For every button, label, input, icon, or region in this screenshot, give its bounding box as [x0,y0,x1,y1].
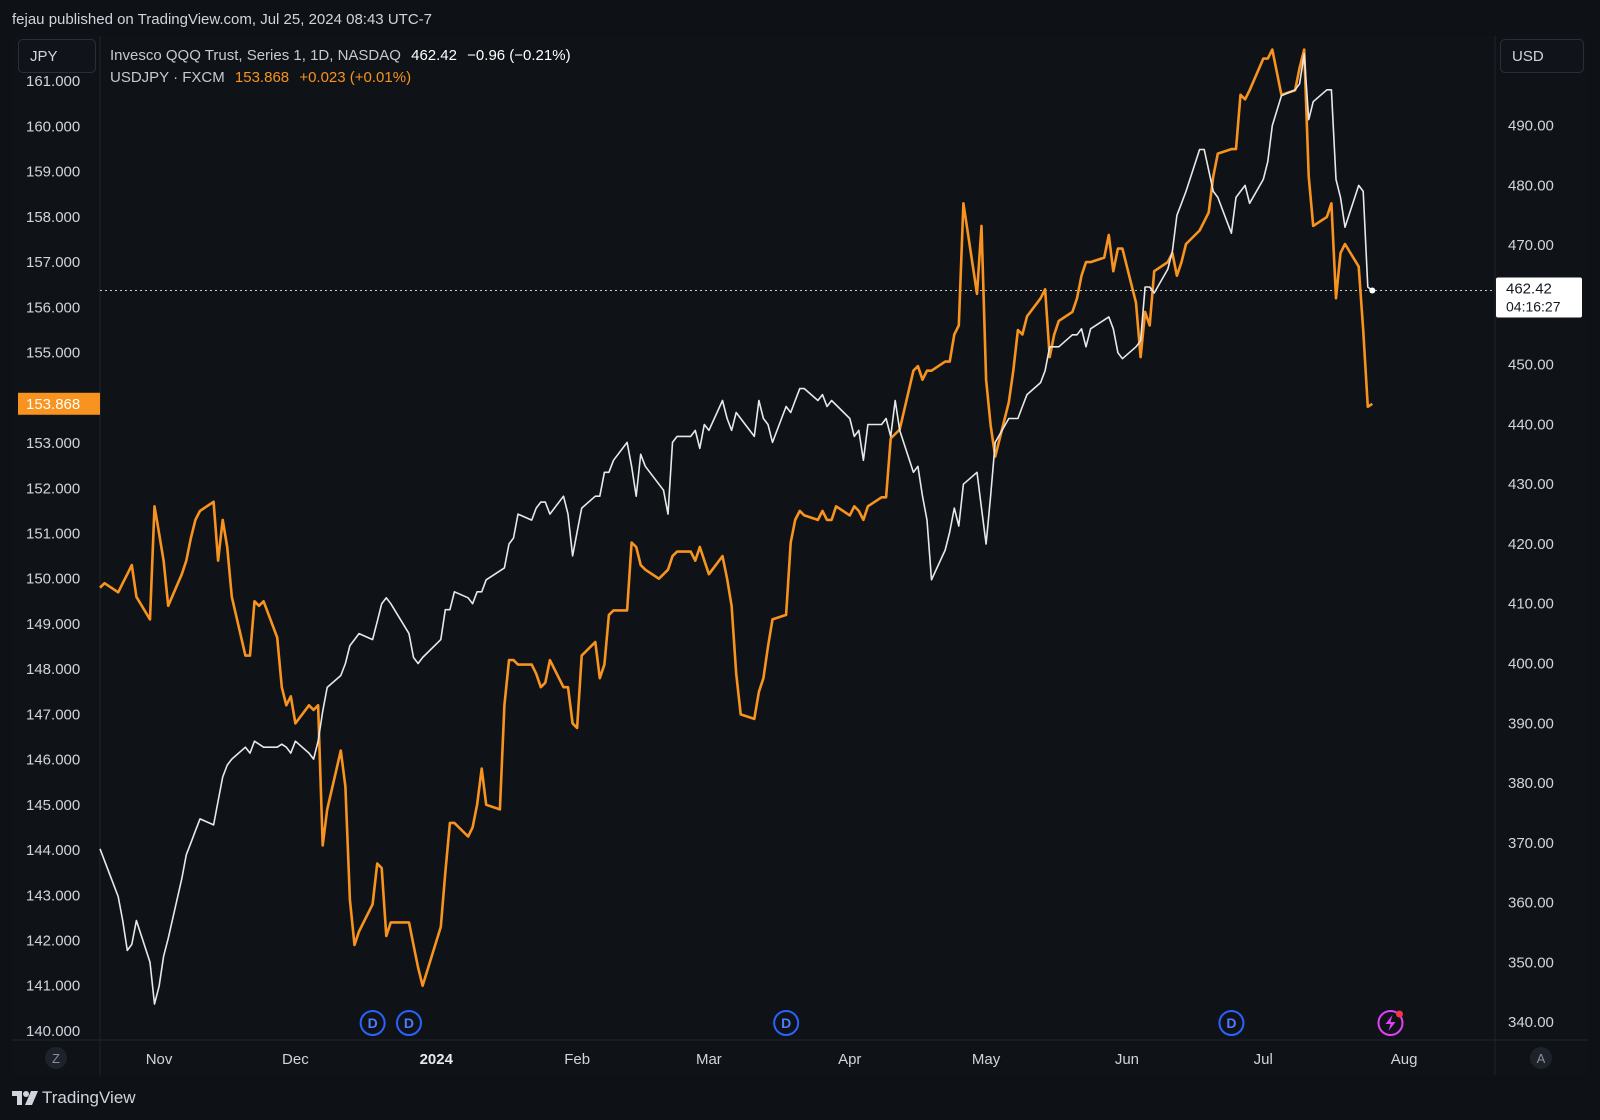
qqq-price-tag-text: 462.42 [1506,280,1552,297]
x-axis-tick-label: Apr [838,1051,861,1068]
alert-dot-icon [1395,1010,1403,1018]
auto-scale-label: A [1537,1051,1546,1066]
qqq-countdown-text: 04:16:27 [1506,298,1561,314]
left-axis-tick-label: 157.000 [26,254,80,271]
right-axis-tick-label: 470.00 [1508,237,1554,254]
dividend-marker-label: D [404,1015,414,1031]
tradingview-brand: TradingView [42,1088,136,1107]
dividend-marker-icon[interactable] [359,1010,386,1036]
top-bar: fejau published on TradingView.com, Jul … [0,0,1600,40]
dividend-marker-icon[interactable] [773,1010,800,1036]
tradingview-footer[interactable]: TradingView [12,1088,136,1108]
lightning-icon [1385,1015,1396,1031]
right-axis-tick-label: 410.00 [1508,596,1554,613]
left-axis-tick-label: 152.000 [26,480,80,497]
left-axis-tick-label: 143.000 [26,887,80,904]
x-axis-tick-label: May [972,1051,1001,1068]
x-axis-tick-label: Nov [146,1051,173,1068]
right-axis-tick-label: 420.00 [1508,536,1554,553]
x-axis-tick-label: 2024 [420,1051,454,1068]
x-axis-tick-label: Feb [564,1051,590,1068]
x-axis-tick-label: Jul [1254,1051,1273,1068]
auto-scale-button[interactable] [1530,1047,1552,1069]
qqq-last-point [1369,287,1376,294]
left-axis-tick-label: 142.000 [26,933,80,950]
left-axis-tick-label: 161.000 [26,73,80,90]
tradingview-logo-icon [12,1091,38,1105]
right-axis-tick-label: 400.00 [1508,656,1554,673]
left-axis-tick-label: 153.000 [26,435,80,452]
dividend-marker-label: D [781,1015,791,1031]
legend-qqq-name: Invesco QQQ Trust, Series 1, 1D, NASDAQ [110,47,401,64]
published-caption: fejau published on TradingView.com, Jul … [12,11,432,28]
legend-row-usdjpy[interactable]: USDJPY · FXCM 153.868 +0.023 (+0.01%) [110,67,571,89]
right-axis-tick-label: 390.00 [1508,715,1554,732]
left-axis-tick-label: 156.000 [26,299,80,316]
usdjpy-price-tag [18,392,100,415]
left-axis-tick-label: 140.000 [26,1023,80,1040]
left-axis-tick-label: 147.000 [26,706,80,723]
x-axis-tick-label: Dec [282,1051,309,1068]
left-axis-tick-label: 159.000 [26,164,80,181]
right-axis-tick-label: 440.00 [1508,416,1554,433]
usdjpy-series-line[interactable] [99,48,1374,988]
legend-usdjpy-change: +0.023 (+0.01%) [299,69,412,86]
qqq-price-tag [1496,277,1582,318]
left-axis-tick-label: 149.000 [26,616,80,633]
left-axis-tick-label: 150.000 [26,571,80,588]
dividend-marker-icon[interactable] [395,1010,422,1036]
chart-frame [12,36,1588,1076]
right-scale-label[interactable]: USD [1500,39,1584,73]
right-scale-unit: USD [1512,48,1544,65]
qqq-series-line[interactable] [99,53,1373,1005]
right-axis-tick-label: 450.00 [1508,357,1554,374]
left-axis-tick-label: 151.000 [26,525,80,542]
left-axis-tick-label: 141.000 [26,978,80,995]
x-axis-tick-label: Aug [1391,1051,1418,1068]
right-axis-tick-label: 430.00 [1508,476,1554,493]
left-scale-unit: JPY [30,48,58,65]
left-scale-label[interactable]: JPY [18,39,96,73]
right-axis-tick-label: 360.00 [1508,895,1554,912]
right-axis-tick-label: 370.00 [1508,835,1554,852]
zoom-reset-label: Z [52,1051,60,1066]
right-axis-tick-label: 490.00 [1508,118,1554,135]
dividend-marker-icon[interactable] [1218,1010,1245,1036]
legend-usdjpy-value: 153.868 [234,69,290,86]
x-axis-tick-label: Mar [696,1051,722,1068]
left-axis-tick-label: 148.000 [26,661,80,678]
left-axis-tick-label: 160.000 [26,118,80,135]
x-axis-tick-label: Jun [1115,1051,1139,1068]
usdjpy-price-tag-text: 153.868 [26,396,80,413]
right-axis-tick-label: 350.00 [1508,954,1554,971]
left-axis-tick-label: 158.000 [26,209,80,226]
left-axis-tick-label: 155.000 [26,345,80,362]
chart-legend: Invesco QQQ Trust, Series 1, 1D, NASDAQ … [110,45,571,89]
legend-row-qqq[interactable]: Invesco QQQ Trust, Series 1, 1D, NASDAQ … [110,45,571,67]
right-axis-tick-label: 340.00 [1508,1014,1554,1031]
left-axis-tick-label: 145.000 [26,797,80,814]
dividend-marker-label: D [368,1015,378,1031]
left-axis-tick-label: 146.000 [26,752,80,769]
left-axis-tick-label: 144.000 [26,842,80,859]
legend-usdjpy-name: USDJPY · FXCM [110,69,225,86]
legend-qqq-value: 462.42 [411,47,457,64]
zoom-reset-button[interactable] [45,1047,67,1069]
right-axis-tick-label: 480.00 [1508,177,1554,194]
legend-qqq-change: −0.96 (−0.21%) [467,47,571,64]
dividend-marker-label: D [1226,1015,1236,1031]
right-axis-tick-label: 380.00 [1508,775,1554,792]
